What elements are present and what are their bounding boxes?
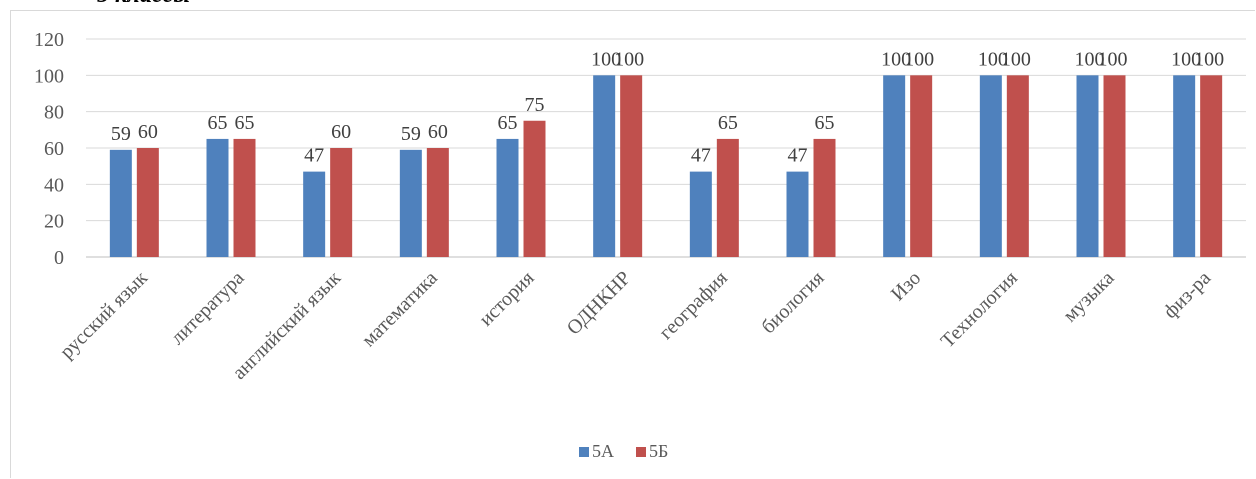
- data-label: 100: [978, 48, 1008, 70]
- data-label: 100: [1194, 48, 1224, 70]
- x-tick-label: Изо: [887, 267, 925, 305]
- legend-swatch: [636, 447, 646, 457]
- data-label: 60: [331, 121, 351, 143]
- y-tick-label: 60: [44, 138, 64, 160]
- legend: 5А 5Б: [579, 441, 668, 461]
- bar: [1006, 75, 1029, 257]
- data-label: 65: [815, 112, 835, 134]
- data-label: 47: [788, 145, 808, 167]
- data-label: 100: [881, 48, 911, 70]
- bar: [233, 138, 256, 257]
- x-tick-label: история: [475, 267, 539, 331]
- data-label: 60: [428, 121, 448, 143]
- bar: [689, 171, 712, 257]
- x-tick-label: физ-ра: [1159, 267, 1215, 323]
- bar: [496, 138, 519, 257]
- x-tick-label: математика: [358, 267, 442, 351]
- data-label: 47: [304, 145, 324, 167]
- x-tick-label: ОДНКНР: [563, 267, 635, 339]
- data-label: 59: [111, 123, 131, 145]
- bar: [330, 148, 353, 257]
- bars: [109, 75, 1223, 257]
- bar: [426, 148, 449, 257]
- data-label: 100: [1001, 48, 1031, 70]
- legend-label: 5Б: [649, 441, 668, 461]
- y-tick-label: 40: [44, 174, 64, 196]
- x-tick-label: география: [655, 267, 732, 344]
- y-tick-label: 0: [54, 247, 64, 269]
- bar: [883, 75, 906, 257]
- data-label: 59: [401, 123, 421, 145]
- chart-area: 0 20 40 60 80 100 120 59 60 65 65 47 60 59 60 65 75 100 1…: [10, 10, 1255, 478]
- x-tick-label: литература: [167, 267, 249, 349]
- bar: [910, 75, 933, 257]
- data-label: 100: [1171, 48, 1201, 70]
- data-label: 60: [138, 121, 158, 143]
- legend-label: 5А: [592, 441, 614, 461]
- bar: [786, 171, 809, 257]
- x-tick-label: Технология: [937, 267, 1022, 352]
- data-label: 75: [525, 94, 545, 116]
- bar: [593, 75, 616, 257]
- y-tick-label: 100: [34, 65, 64, 87]
- data-label: 65: [498, 112, 518, 134]
- bar: [979, 75, 1002, 257]
- data-label: 65: [718, 112, 738, 134]
- bar: [1173, 75, 1196, 257]
- x-tick-label: биология: [757, 267, 828, 338]
- data-label: 65: [235, 112, 255, 134]
- y-tick-label: 80: [44, 102, 64, 124]
- y-axis-ticks: 0 20 40 60 80 100 120: [34, 29, 64, 269]
- data-label: 100: [904, 48, 934, 70]
- x-tick-label: музыка: [1059, 267, 1119, 327]
- bar: [620, 75, 643, 257]
- data-label: 100: [1098, 48, 1128, 70]
- bar: [523, 120, 546, 257]
- data-label: 100: [591, 48, 621, 70]
- data-label: 47: [691, 145, 711, 167]
- bar: [399, 149, 422, 257]
- bar: [206, 138, 229, 257]
- y-tick-label: 120: [34, 29, 64, 51]
- bar: [813, 138, 836, 257]
- bar: [109, 149, 132, 257]
- bar: [303, 171, 326, 257]
- bar: [716, 138, 739, 257]
- x-tick-label: русский язык: [56, 267, 152, 363]
- legend-swatch: [579, 447, 589, 457]
- data-label: 100: [1075, 48, 1105, 70]
- data-label: 100: [614, 48, 644, 70]
- bar: [1076, 75, 1099, 257]
- y-tick-label: 20: [44, 211, 64, 233]
- heading-fragment: 5 классы: [97, 0, 190, 9]
- gridlines: [86, 38, 1246, 258]
- bar: [1103, 75, 1126, 257]
- bar: [136, 148, 159, 257]
- bar: [1200, 75, 1223, 257]
- data-label: 65: [208, 112, 228, 134]
